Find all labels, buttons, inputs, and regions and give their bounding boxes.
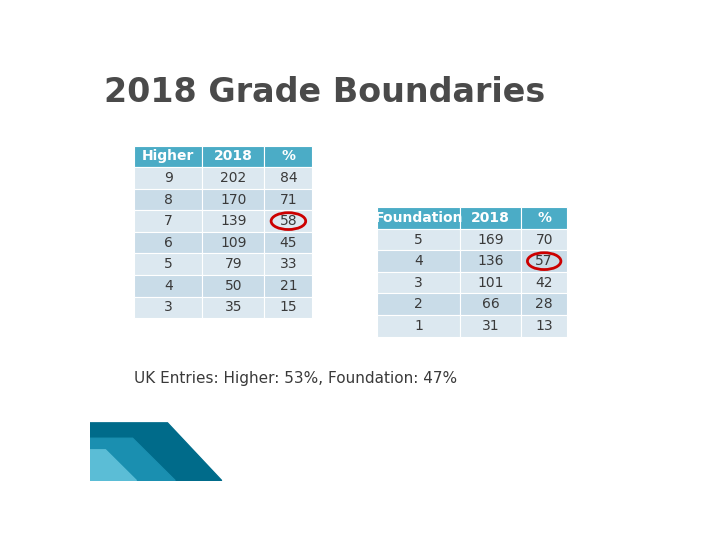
Bar (377, 315, 461, 336)
Bar (264, 296, 312, 318)
Bar (134, 275, 202, 296)
Bar (134, 167, 202, 189)
Polygon shape (90, 450, 137, 481)
Text: 169: 169 (477, 233, 504, 247)
Text: 3: 3 (164, 300, 173, 314)
Bar (264, 146, 312, 167)
Text: 101: 101 (477, 276, 504, 289)
Bar (461, 272, 521, 294)
Bar (202, 275, 264, 296)
Bar (377, 229, 461, 251)
Polygon shape (90, 438, 175, 481)
Text: 4: 4 (164, 279, 173, 293)
Text: 15: 15 (279, 300, 297, 314)
Bar (202, 253, 264, 275)
Polygon shape (90, 423, 222, 481)
Text: %: % (537, 211, 551, 225)
Text: 5: 5 (414, 233, 423, 247)
Bar (377, 294, 461, 315)
Bar (461, 251, 521, 272)
Text: 6: 6 (164, 235, 173, 249)
Text: 5: 5 (164, 257, 173, 271)
Bar (521, 229, 567, 251)
Bar (377, 272, 461, 294)
Text: 8: 8 (164, 193, 173, 206)
Text: 136: 136 (477, 254, 504, 268)
Text: 50: 50 (225, 279, 242, 293)
Bar (461, 315, 521, 336)
Bar (202, 189, 264, 211)
Text: 2018 Grade Boundaries: 2018 Grade Boundaries (104, 76, 545, 109)
Bar (461, 207, 521, 229)
Bar (264, 210, 312, 232)
Bar (377, 251, 461, 272)
Bar (461, 294, 521, 315)
Text: 35: 35 (225, 300, 242, 314)
Text: 58: 58 (279, 214, 297, 228)
Bar (134, 253, 202, 275)
Bar (521, 251, 567, 272)
Bar (202, 232, 264, 253)
Text: 109: 109 (220, 235, 247, 249)
Bar (521, 315, 567, 336)
Bar (134, 296, 202, 318)
Bar (264, 275, 312, 296)
Text: 79: 79 (225, 257, 242, 271)
Text: 170: 170 (220, 193, 246, 206)
Bar (134, 232, 202, 253)
Text: UK Entries: Higher: 53%, Foundation: 47%: UK Entries: Higher: 53%, Foundation: 47% (134, 370, 457, 386)
Bar (202, 296, 264, 318)
Text: 2018: 2018 (214, 150, 253, 164)
Text: %: % (282, 150, 295, 164)
Text: 202: 202 (220, 171, 246, 185)
Text: 45: 45 (279, 235, 297, 249)
Text: 84: 84 (279, 171, 297, 185)
Text: 28: 28 (536, 297, 553, 311)
Text: 9: 9 (164, 171, 173, 185)
Text: Higher: Higher (142, 150, 194, 164)
Bar (134, 189, 202, 211)
Bar (521, 207, 567, 229)
Bar (521, 294, 567, 315)
Text: 13: 13 (536, 319, 553, 333)
Bar (377, 207, 461, 229)
Text: 71: 71 (279, 193, 297, 206)
Bar (521, 272, 567, 294)
Text: 33: 33 (279, 257, 297, 271)
Text: 21: 21 (279, 279, 297, 293)
Bar (202, 146, 264, 167)
Text: 2: 2 (414, 297, 423, 311)
Text: 70: 70 (536, 233, 553, 247)
Bar (264, 167, 312, 189)
Text: 3: 3 (414, 276, 423, 289)
Text: 2018: 2018 (471, 211, 510, 225)
Bar (202, 167, 264, 189)
Bar (202, 210, 264, 232)
Text: 139: 139 (220, 214, 247, 228)
Text: 31: 31 (482, 319, 500, 333)
Text: 1: 1 (414, 319, 423, 333)
Bar (264, 253, 312, 275)
Text: Foundation: Foundation (374, 211, 463, 225)
Bar (461, 229, 521, 251)
Bar (264, 232, 312, 253)
Bar (134, 210, 202, 232)
Text: 7: 7 (164, 214, 173, 228)
Bar (264, 189, 312, 211)
Bar (134, 146, 202, 167)
Text: 4: 4 (414, 254, 423, 268)
Text: 57: 57 (536, 254, 553, 268)
Text: 66: 66 (482, 297, 500, 311)
Text: 42: 42 (536, 276, 553, 289)
